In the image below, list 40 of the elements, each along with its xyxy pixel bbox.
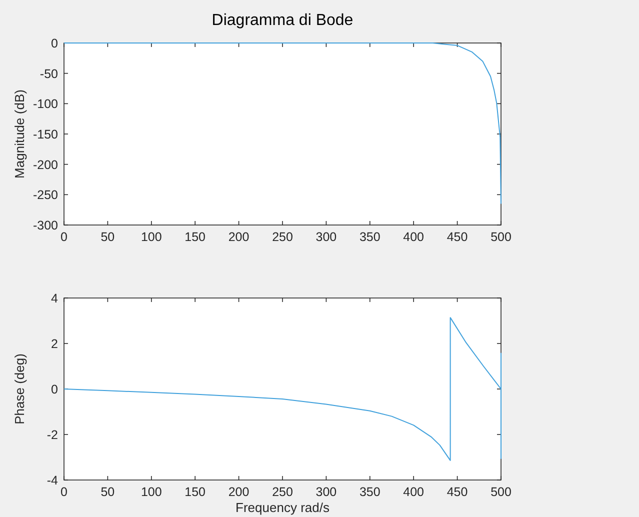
- x-tick-label: 150: [184, 230, 206, 244]
- x-tick-label: 450: [446, 230, 468, 244]
- y-tick-label: -250: [32, 188, 58, 202]
- x-tick-label: 300: [316, 230, 337, 244]
- x-tick-label: 450: [446, 485, 468, 499]
- y-tick-label: -4: [46, 474, 58, 488]
- x-tick-label: 300: [316, 485, 337, 499]
- x-tick-label: 500: [490, 230, 512, 244]
- x-tick-label: 100: [140, 485, 162, 499]
- y-tick-label: -300: [32, 218, 58, 232]
- y-tick-label: -150: [32, 128, 58, 142]
- x-tick-label: 250: [272, 230, 293, 244]
- y-tick-label: -100: [32, 97, 58, 112]
- x-tick-label: 0: [60, 230, 68, 244]
- x-tick-label: 100: [140, 230, 162, 244]
- x-tick-label: 250: [272, 485, 293, 499]
- x-tick-label: 200: [228, 485, 250, 499]
- x-tick-label: 400: [403, 485, 424, 499]
- x-tick-label: 350: [359, 485, 380, 499]
- y-axis-title: Phase (deg): [12, 354, 27, 424]
- y-axis-title: Magnitude (dB): [12, 90, 27, 178]
- y-tick-label: -50: [40, 66, 58, 81]
- x-tick-label: 400: [403, 230, 424, 244]
- x-tick-label: 350: [359, 230, 380, 244]
- y-tick-label: 2: [51, 337, 58, 351]
- y-tick-label: -2: [46, 428, 58, 442]
- chart-title: Diagramma di Bode: [212, 12, 354, 29]
- y-tick-label: 4: [51, 292, 58, 306]
- y-tick-label: 0: [51, 36, 58, 50]
- x-axis-title: Frequency rad/s: [236, 500, 330, 515]
- x-tick-label: 150: [184, 485, 206, 499]
- x-tick-label: 50: [100, 485, 115, 499]
- x-tick-label: 0: [60, 485, 68, 499]
- y-tick-label: -200: [32, 158, 58, 172]
- x-tick-label: 50: [100, 230, 115, 244]
- line-series: [64, 42, 502, 204]
- y-tick-label: 0: [51, 382, 58, 396]
- x-tick-label: 500: [490, 485, 512, 499]
- line-series: [64, 317, 502, 461]
- x-tick-label: 200: [228, 230, 250, 244]
